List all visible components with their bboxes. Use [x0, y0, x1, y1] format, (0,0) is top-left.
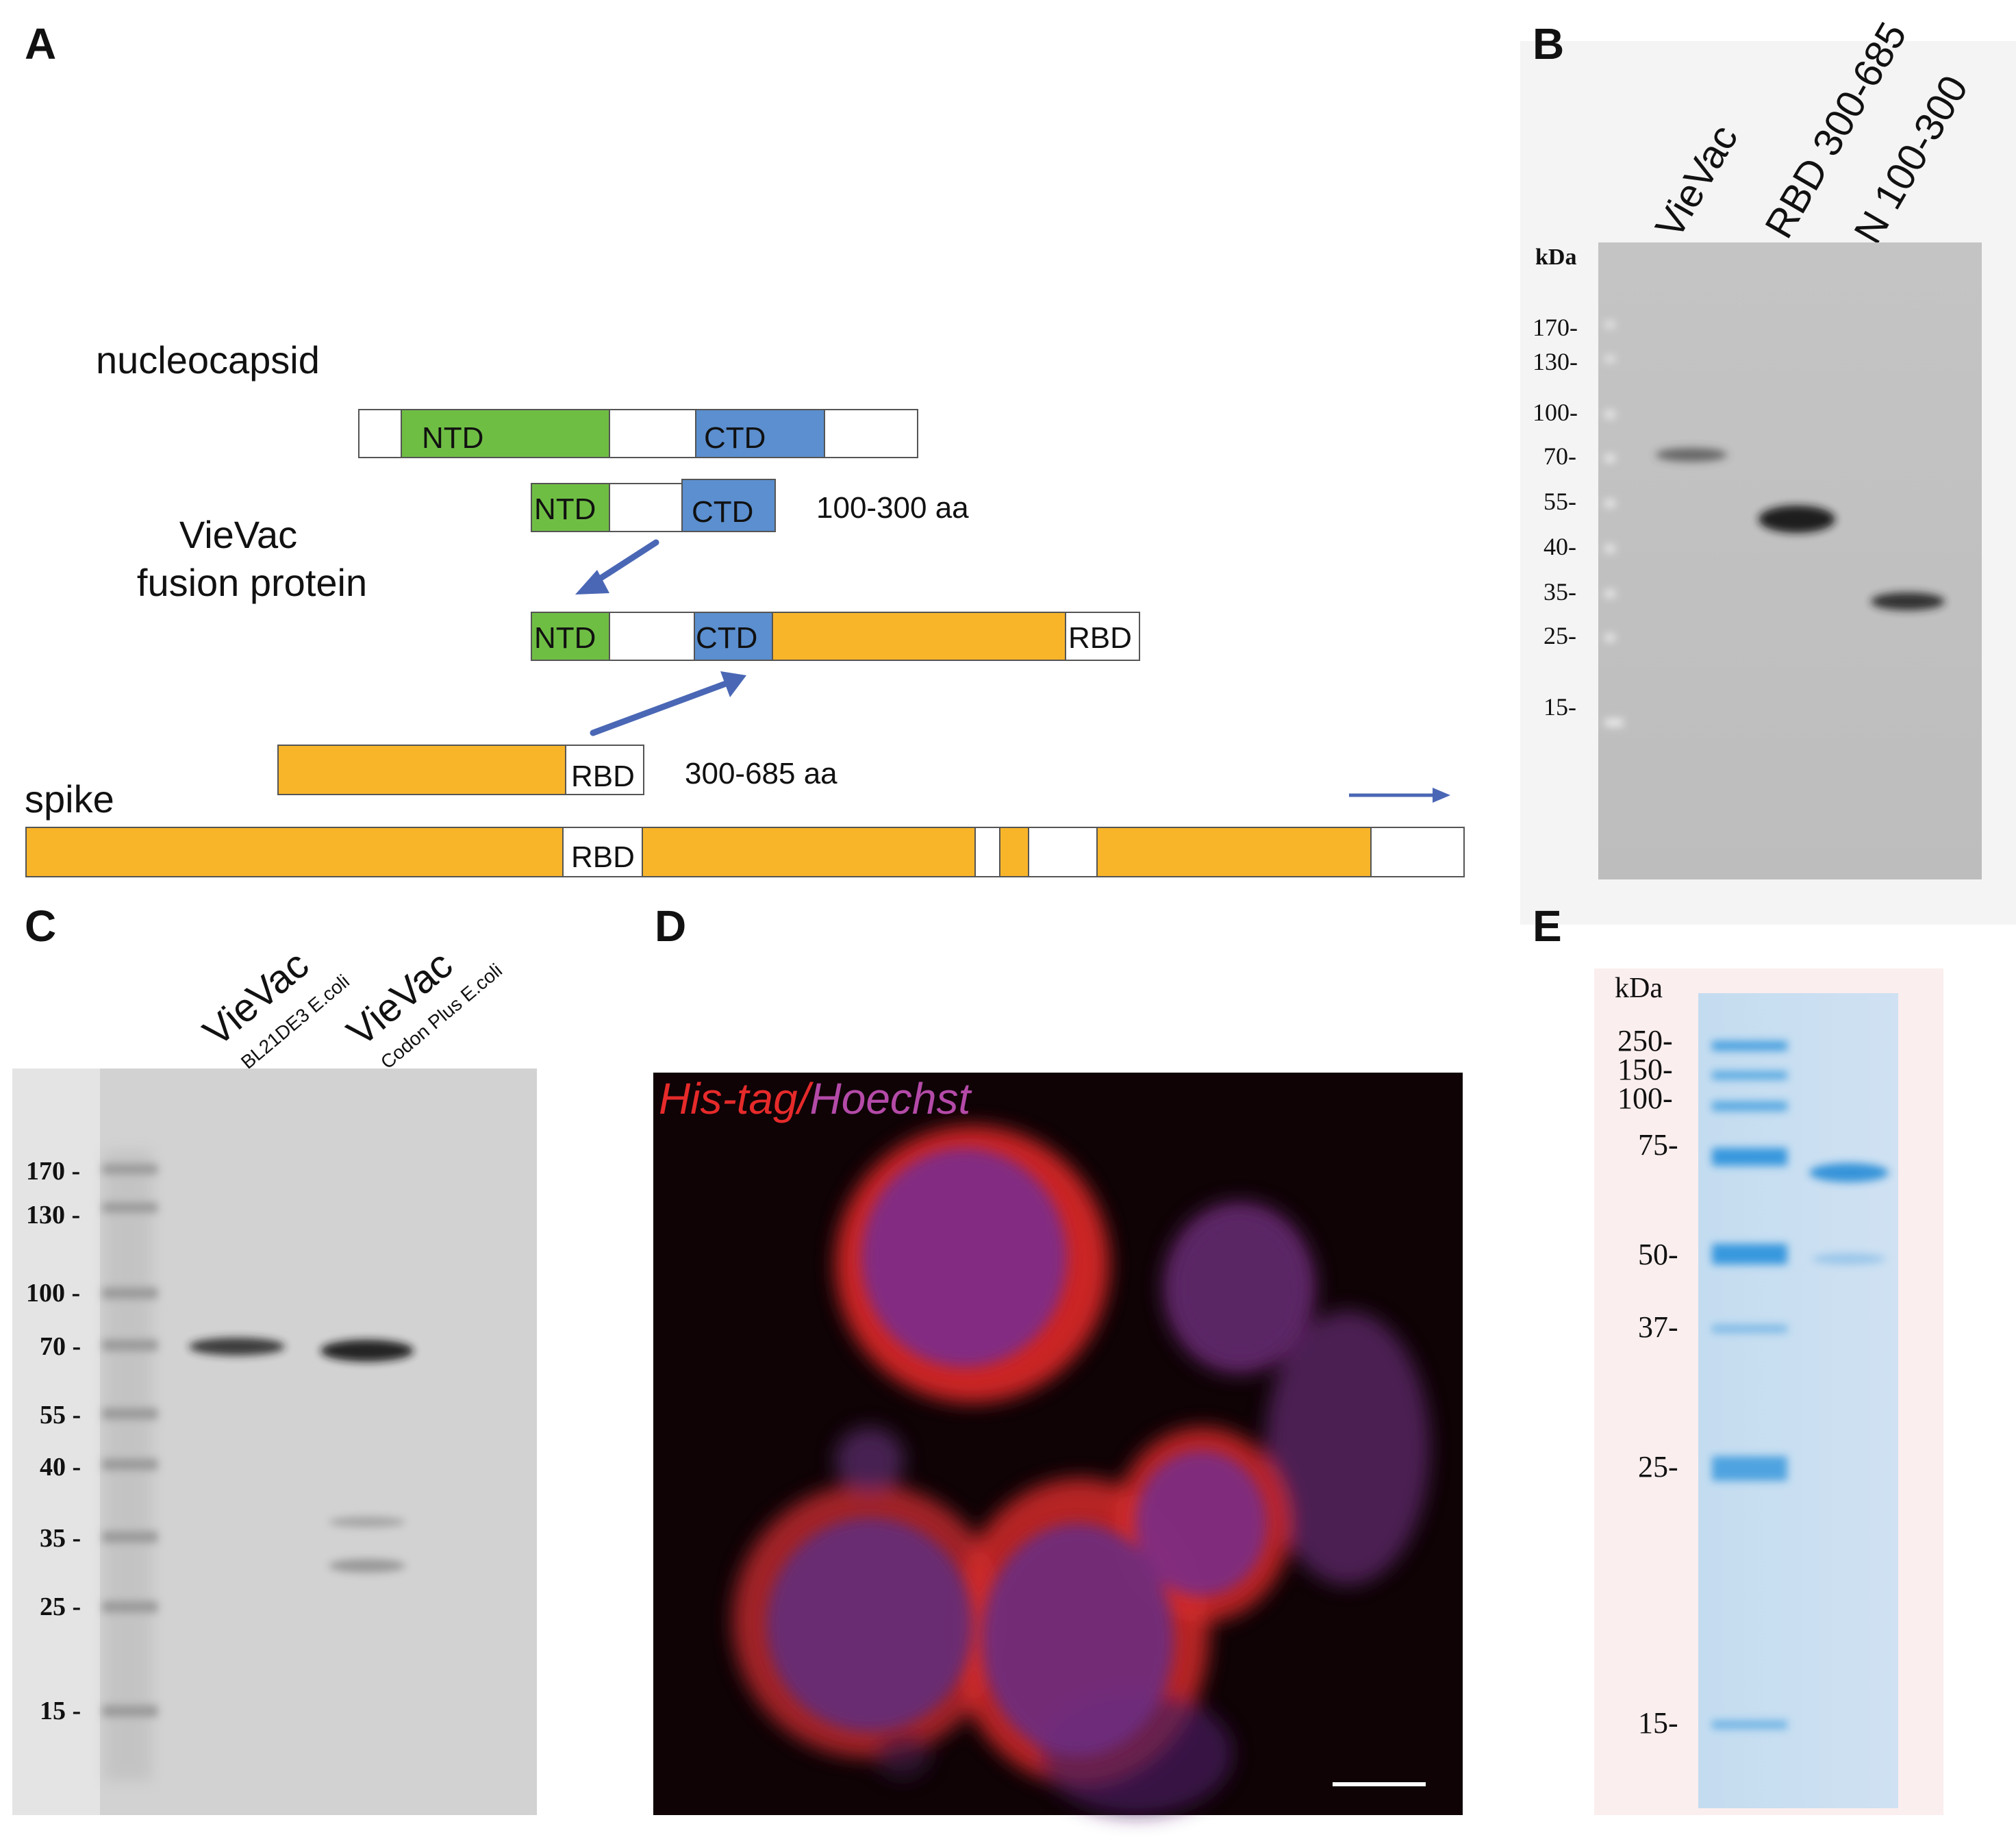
panel-e-letter: E	[1533, 901, 1562, 951]
marker-labels-b: 170- 130- 100- 70- 55- 40- 35- 25- 15-	[1533, 314, 1578, 721]
n-fragment-bar: NTD CTD	[531, 479, 776, 532]
marker-b-40: 40-	[1544, 533, 1576, 560]
blot-c	[100, 1069, 537, 1815]
band-e-sample	[1809, 1163, 1889, 1182]
marker-e-100: 100-	[1617, 1082, 1673, 1115]
panel-c-letter: C	[25, 901, 56, 951]
marker-e-37: 37-	[1638, 1310, 1678, 1344]
marker-c-40: 40 -	[40, 1453, 81, 1482]
marker-c-100: 100 -	[26, 1279, 80, 1308]
panel-d: D His-tag/Hoechst	[653, 901, 1463, 1815]
n-fragment-ctd-label: CTD	[692, 495, 753, 529]
fusion-rbd-label: RBD	[1068, 621, 1132, 655]
stain-red-label: His-tag/	[659, 1074, 814, 1123]
s-fragment-rbd-label: RBD	[571, 760, 635, 793]
arrow-s-to-fusion	[590, 671, 746, 736]
marker-c-170: 170 -	[26, 1157, 80, 1186]
fusion-ntd-segment	[531, 612, 610, 661]
panel-b: B VieVac RBD 300-685 N 100-300 kDa 170- …	[1520, 15, 2016, 925]
nucleocapsid-ntd-label: NTD	[422, 421, 483, 455]
blot-b	[1598, 242, 1982, 879]
panel-b-letter: B	[1533, 19, 1564, 68]
fusion-ntd-label: NTD	[534, 621, 596, 655]
marker-e-150: 150-	[1617, 1053, 1673, 1086]
n-fragment-ntd-segment	[531, 483, 610, 532]
n-range-label: 100-300 aa	[816, 491, 969, 525]
n-fragment-ctd-segment	[681, 479, 776, 532]
marker-c-70: 70 -	[40, 1332, 81, 1361]
kda-label-e: kDa	[1615, 973, 1663, 1004]
fusion-protein-bar: NTD CTD RBD	[531, 612, 1140, 661]
marker-b-25: 25-	[1544, 622, 1576, 649]
s-fragment-bar: RBD	[277, 745, 644, 795]
panel-a: A nucleocapsid NTD CTD NTD CTD 100-300 a…	[25, 19, 1465, 877]
panel-a-letter: A	[25, 19, 56, 68]
arrow-n-to-fusion	[575, 539, 659, 595]
band-rbd	[1759, 505, 1835, 533]
marker-labels-c: 170 - 130 - 100 - 70 - 55 - 40 - 35 - 25…	[26, 1157, 81, 1725]
marker-c-35: 35 -	[40, 1524, 81, 1553]
band-c-lane2	[320, 1340, 414, 1362]
marker-e-75: 75-	[1638, 1128, 1678, 1162]
marker-e-25: 25-	[1638, 1450, 1678, 1484]
marker-c-25: 25 -	[40, 1592, 81, 1621]
marker-c-130: 130 -	[26, 1201, 80, 1229]
fusion-ctd-segment	[694, 612, 773, 661]
n-fragment-ntd-label: NTD	[534, 492, 596, 526]
nucleocapsid-ctd-label: CTD	[704, 421, 766, 455]
panel-c: C VieVac BL21DE3 E.coli VieVac Codon Plu…	[12, 901, 537, 1815]
band-vievac	[1656, 448, 1727, 462]
marker-c-15: 15 -	[40, 1697, 81, 1725]
nucleocapsid-ctd-segment	[695, 409, 825, 458]
gel-e	[1698, 993, 1898, 1808]
stain-purple-label: Hoechst	[810, 1074, 972, 1123]
scale-bar	[1333, 1782, 1426, 1786]
fusion-label-line1: VieVac	[179, 513, 297, 556]
marker-e-50: 50-	[1638, 1238, 1678, 1271]
spike-rbd-label: RBD	[571, 840, 635, 874]
fusion-label-line2: fusion protein	[137, 561, 367, 604]
direction-arrow	[1349, 788, 1450, 803]
band-n	[1871, 592, 1945, 610]
panel-d-letter: D	[655, 901, 686, 951]
marker-c-55: 55 -	[40, 1401, 81, 1429]
s-range-label: 300-685 aa	[685, 757, 837, 790]
panel-e: E kDa 250- 150- 100- 75- 50- 37- 25- 15-	[1533, 901, 1943, 1815]
marker-b-130: 130-	[1533, 348, 1578, 375]
s-fragment-spike-segment	[277, 745, 566, 795]
marker-b-100: 100-	[1533, 399, 1578, 426]
marker-labels-e: 250- 150- 100- 75- 50- 37- 25- 15-	[1617, 1024, 1678, 1740]
kda-label-b: kDa	[1535, 245, 1576, 270]
fusion-spike-segment	[772, 612, 1066, 661]
nucleocapsid-bar: NTD CTD	[358, 409, 918, 458]
marker-b-35: 35-	[1544, 578, 1576, 605]
stain-label: His-tag/Hoechst	[659, 1074, 972, 1123]
nucleocapsid-ntd-segment	[401, 409, 610, 458]
spike-label: spike	[25, 777, 114, 821]
nucleocapsid-label: nucleocapsid	[96, 338, 320, 382]
spike-bar: RBD	[25, 827, 1465, 877]
band-c-lane1	[189, 1338, 285, 1355]
marker-e-15: 15-	[1638, 1706, 1678, 1740]
marker-b-70: 70-	[1544, 442, 1576, 470]
marker-b-15: 15-	[1544, 693, 1576, 721]
marker-b-170: 170-	[1533, 314, 1578, 341]
marker-e-250: 250-	[1617, 1024, 1673, 1058]
lane1-main-label: VieVac	[195, 942, 317, 1054]
marker-b-55: 55-	[1544, 488, 1576, 515]
fusion-ctd-label: CTD	[696, 621, 757, 655]
